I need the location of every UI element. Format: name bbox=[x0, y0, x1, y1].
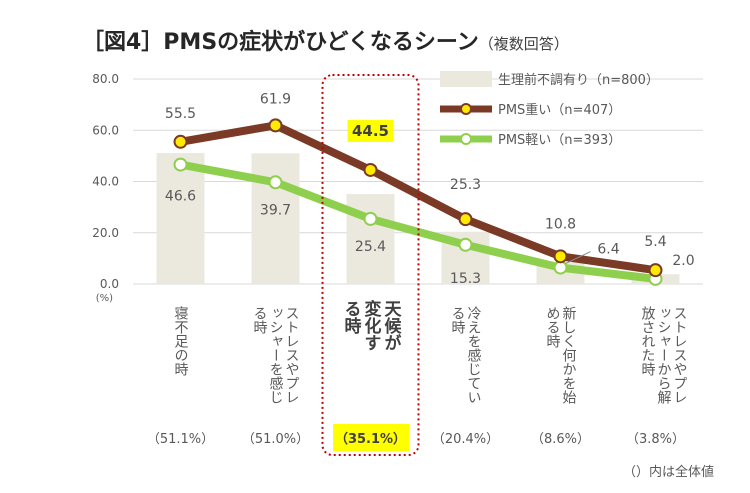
heavy-series-data-label: 5.4 bbox=[644, 234, 666, 250]
light-series-line bbox=[176, 160, 660, 283]
heavy-series-point bbox=[363, 162, 378, 177]
category-label: 冷えを感じている時 bbox=[449, 306, 482, 404]
heavy-series-point bbox=[173, 134, 188, 149]
y-tick-label: 80.0 bbox=[92, 72, 119, 86]
y-tick-label: 0.0 bbox=[100, 277, 119, 291]
legend-marker-heavy bbox=[460, 103, 472, 115]
category-label: 寝不足の時 bbox=[172, 306, 189, 376]
leader-line bbox=[565, 251, 591, 265]
light-series-point bbox=[173, 157, 188, 172]
light-series-point bbox=[458, 237, 473, 252]
y-tick-label: 40.0 bbox=[92, 175, 119, 189]
light-series-data-label: 46.6 bbox=[165, 189, 196, 205]
overall-value-label: （8.6%） bbox=[530, 432, 591, 447]
category-label: 天候が変化する時 bbox=[340, 300, 401, 351]
overall-value-label: （35.1%） bbox=[332, 424, 409, 451]
light-series-data-label: 25.4 bbox=[355, 239, 386, 255]
chart-title-main: ［図4］PMSの症状がひどくなるシーン bbox=[82, 30, 479, 55]
legend-label: PMS重い（n=407） bbox=[498, 102, 621, 118]
bar bbox=[156, 153, 205, 284]
category-label: 新しく何かを始める時 bbox=[544, 306, 577, 404]
overall-value-label: （51.0%） bbox=[241, 432, 310, 447]
y-axis-unit: (%) bbox=[96, 293, 113, 304]
light-series-point bbox=[553, 260, 568, 275]
heavy-series-data-label: 25.3 bbox=[450, 177, 481, 193]
legend-label: PMS軽い（n=393） bbox=[498, 133, 621, 148]
heavy-series-data-label: 44.5 bbox=[352, 122, 389, 140]
heavy-series-data-label: 10.8 bbox=[545, 216, 576, 232]
category-label: ストレスやプレッシャーから解放された時 bbox=[639, 306, 688, 404]
category-label: ストレスやプレッシャーを感じる時 bbox=[251, 306, 300, 404]
heavy-series-point bbox=[268, 118, 283, 133]
y-tick-label: 20.0 bbox=[92, 226, 119, 240]
light-series-point bbox=[268, 175, 283, 190]
heavy-series-point bbox=[648, 263, 663, 278]
legend-label: 生理前不調有り（n=800） bbox=[498, 72, 659, 88]
light-series-data-label: 15.3 bbox=[450, 271, 481, 287]
light-series-point bbox=[363, 211, 378, 226]
legend-swatch-bar bbox=[440, 71, 492, 87]
highlight-box bbox=[321, 74, 420, 456]
heavy-series-data-label: 61.9 bbox=[260, 91, 291, 107]
overall-value-label: （20.4%） bbox=[431, 432, 500, 447]
heavy-series-point bbox=[458, 212, 473, 227]
legend-marker-light bbox=[460, 133, 472, 145]
light-series-data-label: 6.4 bbox=[597, 242, 619, 258]
y-tick-label: 60.0 bbox=[92, 123, 119, 137]
light-series-data-label: 2.0 bbox=[672, 253, 694, 269]
highlight-label-bg bbox=[347, 119, 394, 142]
chart-title-sub: （複数回答） bbox=[478, 35, 569, 53]
bar bbox=[251, 153, 300, 284]
footnote: （）内は全体値 bbox=[622, 465, 714, 480]
chart-title: ［図4］PMSの症状がひどくなるシーン（複数回答） bbox=[82, 24, 569, 56]
heavy-series-point bbox=[553, 249, 568, 264]
overall-value-label: （51.1%） bbox=[146, 432, 215, 447]
overall-value-label: （3.8%） bbox=[625, 432, 686, 447]
heavy-series-data-label: 55.5 bbox=[165, 106, 196, 122]
light-series-data-label: 39.7 bbox=[260, 202, 291, 218]
